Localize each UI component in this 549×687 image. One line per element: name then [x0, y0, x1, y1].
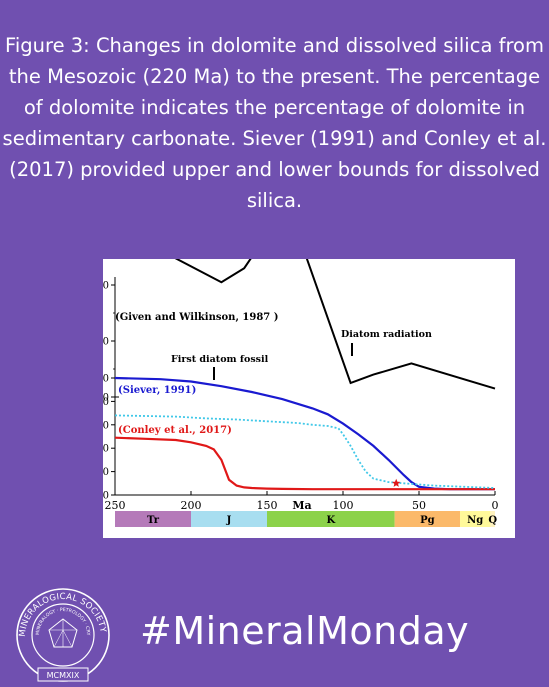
period-label-j: J [226, 515, 232, 526]
top-y-tick-label: 0 [103, 393, 109, 404]
x-tick-label: 100 [333, 499, 354, 512]
period-label-ng: Ng [467, 515, 483, 526]
figure-caption: Figure 3: Changes in dolomite and dissol… [2, 34, 547, 212]
star-marker [391, 478, 401, 487]
diatom-radiation-label: Diatom radiation [341, 329, 432, 340]
bottom-y-tick-label: 800 [103, 397, 109, 408]
bottom-y-tick-label: 400 [103, 444, 109, 455]
dolomite-source-label: (Given and Wilkinson, 1987 ) [115, 312, 278, 323]
period-j [191, 511, 267, 527]
bottom-y-tick-label: 200 [103, 467, 109, 478]
period-tr [115, 511, 191, 527]
svg-text:MINERALOGY · PETROLOGY · CRYST: MINERALOGY · PETROLOGY · CRYSTALLOGRAPHY [6, 585, 91, 636]
period-ng [460, 511, 491, 527]
period-pg [394, 511, 461, 527]
x-tick-label: 50 [412, 499, 426, 512]
seal-inner-text: MINERALOGY · PETROLOGY · CRYSTALLOGRAPHY [4, 581, 91, 636]
x-tick-label: 150 [257, 499, 278, 512]
seal-year: MCMXIX [47, 671, 80, 680]
x-tick-label: 250 [105, 499, 126, 512]
conley-legend-label: (Conley et al., 2017) [118, 425, 232, 436]
conley-line [114, 436, 495, 491]
period-q [490, 511, 495, 527]
x-tick-label: 200 [181, 499, 202, 512]
dolomite-line [174, 259, 496, 390]
siever-legend-label: (Siever, 1991) [118, 385, 196, 396]
x-axis-label: Ma [292, 499, 311, 512]
top-y-tick-label: 40 [103, 281, 109, 292]
hashtag: #MineralMonday [140, 609, 470, 653]
x-tick-label: 0 [492, 499, 499, 512]
seal-inner-ring [31, 603, 95, 667]
period-label-k: K [326, 515, 335, 526]
period-label-pg: Pg [420, 515, 435, 526]
period-label-tr: Tr [147, 515, 160, 526]
bottom-y-tick-label: 600 [103, 420, 109, 431]
bottom-y-tick-label: 1000 [103, 374, 109, 385]
dotted-line [114, 414, 496, 489]
top-y-tick-label: 20 [103, 337, 109, 348]
first-diatom-label: First diatom fossil [171, 354, 269, 365]
period-k [267, 511, 395, 527]
society-seal: MINERALOGICAL SOCIETY of AMERICA MINERAL… [2, 578, 120, 683]
period-label-q: Q [488, 515, 497, 526]
bottom-y-tick-label: 0 [103, 491, 109, 502]
